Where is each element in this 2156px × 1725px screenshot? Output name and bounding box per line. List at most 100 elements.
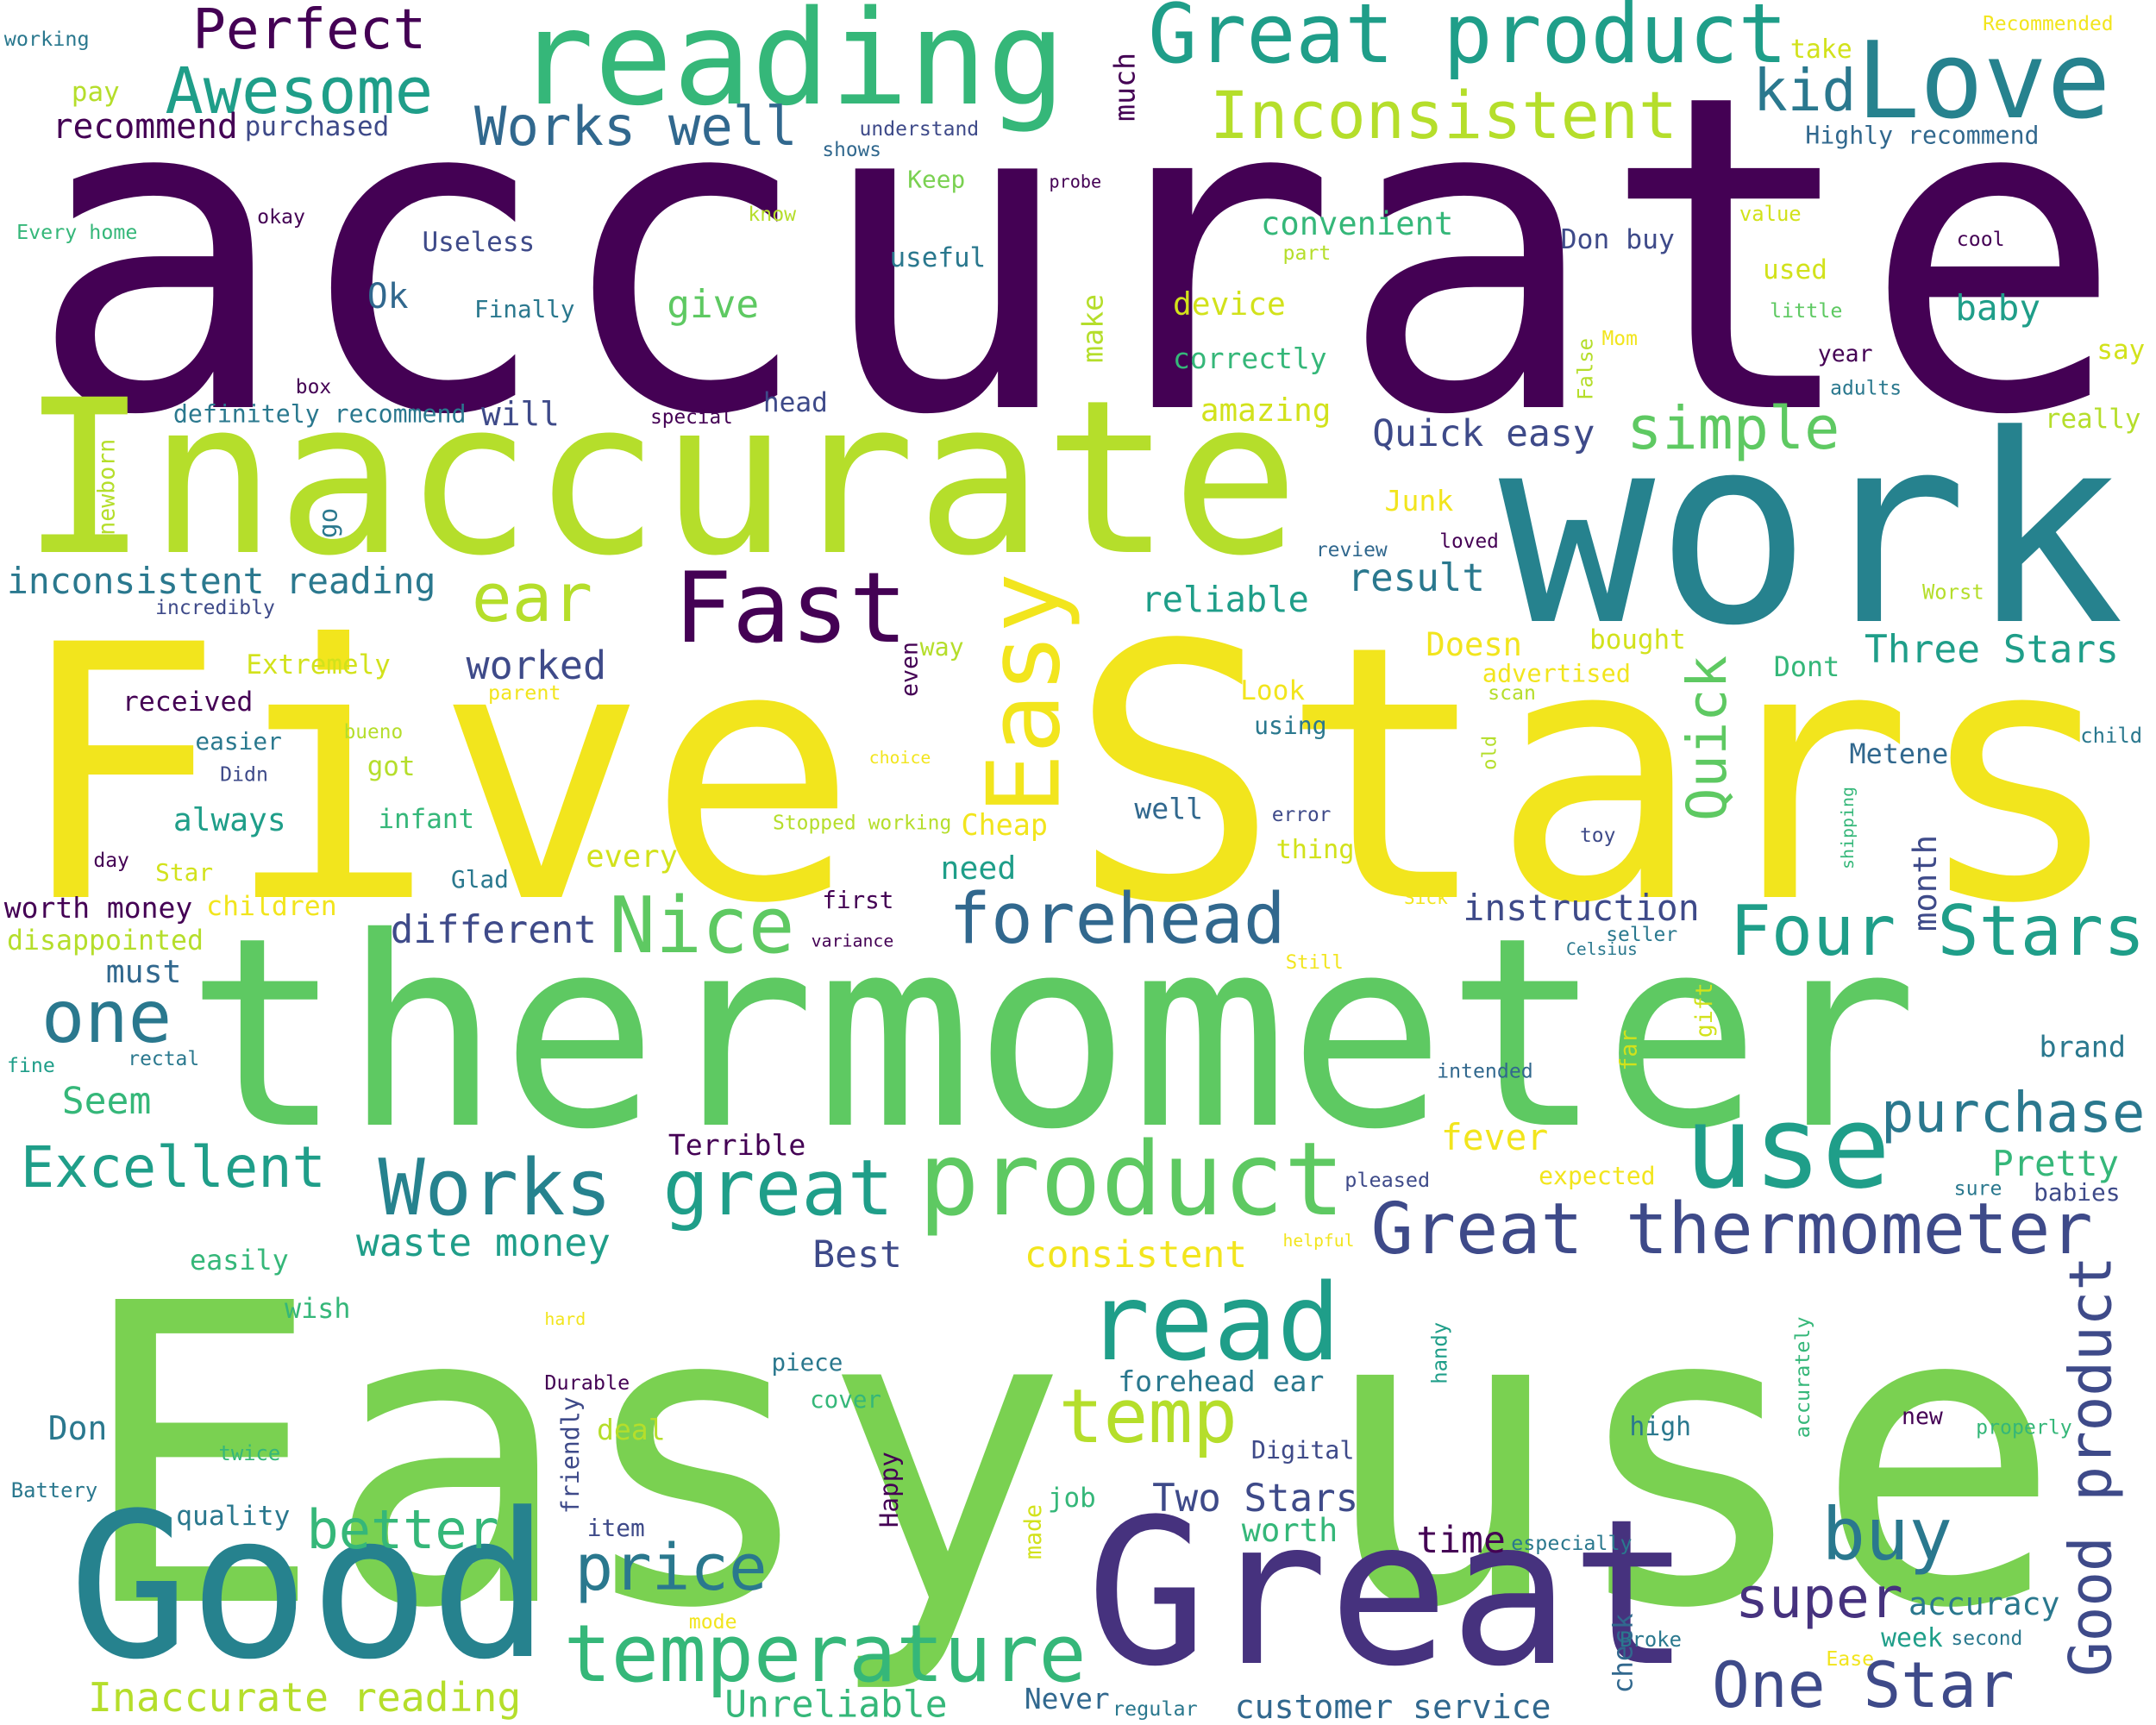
word: Inconsistent: [1210, 78, 1677, 154]
word: old: [1479, 736, 1501, 770]
word: accurate: [28, 3, 2124, 511]
word: especially: [1511, 1531, 1632, 1555]
word: worked: [466, 643, 606, 688]
word: Mom: [1601, 328, 1637, 350]
word: easily: [190, 1244, 289, 1276]
word: part: [1283, 242, 1332, 265]
word: fever: [1441, 1117, 1548, 1158]
word: parent: [488, 681, 561, 705]
word: used: [1763, 254, 1827, 285]
word: Great product: [1148, 0, 1787, 82]
word: device: [1173, 285, 1286, 323]
word: baby: [1955, 287, 2040, 329]
word: Glad: [451, 865, 509, 894]
word: Great: [1087, 1477, 1692, 1711]
word: disappointed: [7, 925, 204, 957]
word: forehead: [949, 879, 1286, 960]
word: forehead ear: [1118, 1364, 1324, 1398]
word: one: [41, 975, 172, 1059]
word: inconsistent reading: [7, 561, 436, 602]
word: Four Stars: [1730, 891, 2146, 971]
word: Dont: [1774, 650, 1840, 683]
word: rectal: [128, 1048, 199, 1070]
word: even: [896, 642, 923, 697]
word: toy: [1580, 825, 1615, 847]
word: week: [1881, 1623, 1943, 1653]
word: buy: [1822, 1492, 1952, 1577]
word: error: [1272, 804, 1332, 826]
word: bought: [1589, 624, 1686, 656]
word: much: [1107, 53, 1141, 122]
word: Three Stars: [1865, 627, 2119, 672]
word: first: [822, 886, 893, 914]
word: Cheap: [961, 808, 1047, 842]
word: Ok: [367, 277, 409, 317]
word: cover: [810, 1385, 881, 1414]
word: seller: [1606, 924, 1677, 946]
word: price: [574, 1530, 767, 1605]
word: Seem: [62, 1080, 152, 1123]
word: quality: [176, 1501, 290, 1532]
word: probe: [1050, 172, 1102, 192]
word: shows: [822, 139, 881, 161]
word: Metene: [1849, 737, 1948, 770]
word: twice: [219, 1441, 281, 1465]
word: great: [662, 1144, 893, 1233]
word: correctly: [1173, 342, 1327, 375]
word: gift: [1691, 982, 1718, 1038]
word: variance: [812, 932, 894, 951]
word: Easy use: [76, 1217, 2063, 1699]
word: Keep: [907, 166, 965, 194]
word: babies: [2034, 1178, 2120, 1207]
word: newborn: [93, 439, 120, 536]
word: check: [1608, 1613, 1639, 1693]
word: using: [1254, 712, 1327, 740]
word: Terrible: [668, 1128, 805, 1162]
word: result: [1348, 556, 1485, 600]
word: purchase: [1881, 1082, 2145, 1145]
word: Durable: [544, 1371, 630, 1395]
word: far: [1615, 1030, 1642, 1071]
word: Battery: [11, 1478, 97, 1502]
word: Stopped working: [773, 812, 951, 835]
word: made: [1020, 1504, 1047, 1559]
word: reliable: [1141, 579, 1309, 620]
word: go: [314, 508, 343, 538]
word: Look: [1240, 675, 1305, 706]
word: working: [4, 27, 90, 51]
word: work: [1499, 380, 2124, 684]
word: temperature: [564, 1608, 1087, 1700]
word: friendly: [556, 1396, 585, 1514]
word: sure: [1954, 1177, 2002, 1201]
word: Unreliable: [724, 1683, 947, 1725]
word: brand: [2039, 1031, 2125, 1064]
word: kid: [1753, 57, 1857, 124]
word: pay: [72, 77, 120, 108]
word: box: [296, 376, 331, 398]
word: really: [2045, 404, 2141, 435]
word: Doesn: [1426, 626, 1522, 663]
word: month: [1907, 835, 1944, 932]
word: accurately: [1790, 1316, 1814, 1438]
word: worth: [1242, 1512, 1338, 1549]
word: need: [941, 850, 1017, 887]
word: every: [586, 839, 678, 875]
word: ear: [472, 560, 592, 637]
word: Inaccurate: [21, 355, 1300, 604]
word: new: [1902, 1403, 1943, 1430]
word: different: [391, 908, 597, 952]
word: worth money: [4, 891, 192, 925]
word: Never: [1025, 1682, 1110, 1716]
word: head: [763, 387, 828, 418]
word: thing: [1276, 835, 1355, 865]
word: children: [206, 891, 336, 922]
word: easier: [195, 727, 281, 756]
word: cool: [1957, 228, 2005, 251]
word: reading: [516, 0, 1066, 135]
word: Works well: [474, 95, 798, 158]
word: Good product: [2056, 1256, 2124, 1677]
word: deal: [597, 1413, 666, 1446]
word: loved: [1439, 530, 1499, 553]
word: understand: [859, 118, 979, 141]
